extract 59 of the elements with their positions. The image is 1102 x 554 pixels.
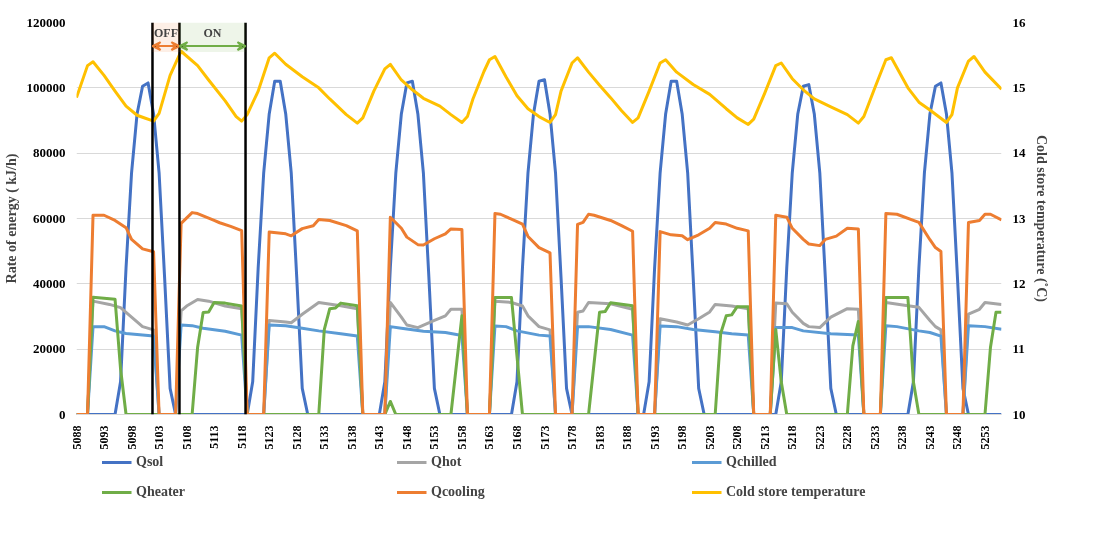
x-tick-label: 5228 <box>840 425 855 450</box>
x-tick-label: 5188 <box>620 425 635 450</box>
x-tick-label: 5203 <box>702 425 717 450</box>
x-tick-label: 5223 <box>812 425 827 450</box>
y2-tick-label: 15 <box>1012 79 1026 95</box>
x-tick-label: 5098 <box>124 425 139 450</box>
band-label: ON <box>203 26 222 41</box>
legend-label: Qheater <box>136 484 186 500</box>
legend-label: Qhot <box>431 454 463 470</box>
x-tick-label: 5208 <box>730 425 745 450</box>
y-tick-label: 120000 <box>26 14 66 30</box>
y-tick-label: 0 <box>59 406 66 422</box>
x-tick-label: 5088 <box>69 425 84 450</box>
x-tick-label: 5218 <box>785 425 800 450</box>
x-tick-label: 5153 <box>427 425 442 450</box>
x-tick-label: 5108 <box>179 425 194 450</box>
x-tick-label: 5133 <box>317 425 332 450</box>
y2-axis-title: Cold store temperature (˚C) <box>1032 134 1049 303</box>
x-tick-label: 5243 <box>922 425 937 450</box>
band-label: OFF <box>153 26 178 41</box>
y2-tick-label: 13 <box>1012 210 1026 226</box>
legend-label: Qsol <box>136 454 165 470</box>
y-tick-label: 20000 <box>33 341 66 357</box>
x-tick-label: 5233 <box>867 425 882 450</box>
legend-label: Qcooling <box>431 484 486 500</box>
x-tick-label: 5213 <box>757 425 772 450</box>
y-tick-label: 100000 <box>26 79 66 95</box>
x-tick-label: 5253 <box>977 425 992 450</box>
x-tick-label: 5178 <box>565 425 580 450</box>
x-tick-label: 5193 <box>647 425 662 450</box>
x-tick-label: 5118 <box>234 425 249 449</box>
y2-tick-label: 11 <box>1012 341 1025 357</box>
x-tick-label: 5113 <box>207 425 222 449</box>
y-tick-label: 80000 <box>33 145 66 161</box>
y-axis-title: Rate of energy ( kJ/h) <box>3 153 20 284</box>
x-tick-label: 5238 <box>895 425 910 450</box>
x-tick-label: 5183 <box>592 425 607 450</box>
y2-tick-label: 14 <box>1012 145 1026 161</box>
x-tick-label: 5173 <box>537 425 552 450</box>
y-tick-label: 60000 <box>33 210 66 226</box>
x-tick-label: 5128 <box>289 425 304 450</box>
y2-tick-label: 10 <box>1012 406 1026 422</box>
legend-label: Qchilled <box>726 454 778 470</box>
x-tick-label: 5248 <box>950 425 965 450</box>
x-tick-label: 5158 <box>454 425 469 450</box>
x-tick-label: 5143 <box>372 425 387 450</box>
x-tick-label: 5123 <box>262 425 277 450</box>
y2-tick-label: 12 <box>1012 275 1026 291</box>
x-tick-label: 5148 <box>399 425 414 450</box>
y-tick-label: 40000 <box>33 275 66 291</box>
x-tick-label: 5198 <box>675 425 690 450</box>
x-tick-label: 5138 <box>344 425 359 450</box>
x-tick-label: 5168 <box>509 425 524 450</box>
line-series <box>76 211 1002 415</box>
x-tick-label: 5093 <box>97 425 112 450</box>
legend-label: Cold store temperature <box>726 484 867 500</box>
x-tick-label: 5103 <box>152 425 167 450</box>
x-tick-label: 5163 <box>482 425 497 450</box>
y2-tick-label: 16 <box>1012 14 1026 30</box>
